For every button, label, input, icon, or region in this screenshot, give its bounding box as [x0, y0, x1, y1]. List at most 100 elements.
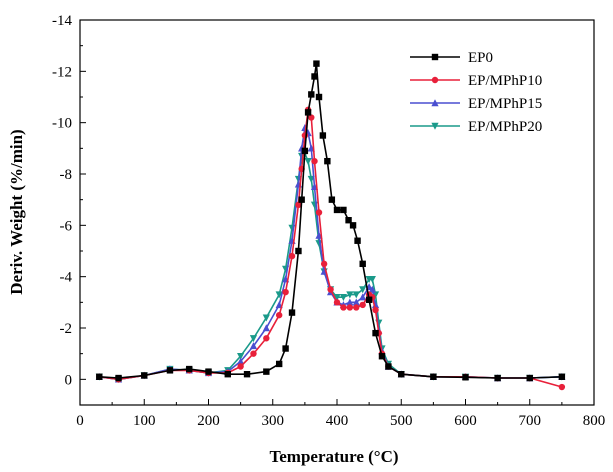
x-tick-label: 100 — [133, 413, 156, 429]
data-point — [288, 252, 296, 260]
data-point — [295, 201, 302, 208]
series-ep0 — [96, 60, 566, 382]
data-point — [243, 371, 251, 378]
data-point — [346, 291, 354, 299]
data-point — [359, 301, 366, 309]
data-point — [353, 304, 360, 311]
axes: 0 100 200 300 400 500 600 700 800 -14 -12 -10 -8 -6 -4… — [52, 13, 605, 429]
data-point — [328, 196, 336, 203]
data-point — [359, 286, 367, 294]
data-point — [324, 157, 331, 165]
y-tick-label: -8 — [60, 167, 73, 183]
x-tick-label: 800 — [583, 413, 606, 429]
data-point — [365, 296, 373, 303]
series-line — [99, 109, 563, 388]
data-point — [315, 240, 323, 248]
data-point — [298, 196, 305, 203]
legend-entry: EP/MPhP20 — [410, 119, 542, 135]
data-point — [494, 374, 501, 382]
y-tick-label: 0 — [65, 372, 73, 388]
data-point — [308, 91, 315, 98]
y-tick-label: -10 — [52, 116, 72, 132]
data-point — [249, 342, 258, 350]
data-point — [339, 294, 348, 301]
legend-label: EP0 — [468, 50, 493, 66]
data-point — [262, 314, 270, 322]
data-point — [333, 294, 341, 301]
legend-marker — [431, 99, 439, 107]
y-tick-label: -4 — [60, 270, 73, 286]
legend-entry: EP/MPhP15 — [410, 96, 542, 112]
x-axis-title: Temperature (°C) — [269, 447, 398, 466]
data-point — [346, 304, 354, 311]
data-point — [359, 293, 367, 301]
legend-label: EP/MPhP15 — [468, 96, 542, 112]
y-tick-label: -6 — [60, 218, 73, 234]
legend-marker — [431, 76, 439, 84]
plot-area — [95, 60, 566, 391]
legend-label: EP/MPhP10 — [468, 73, 542, 89]
data-point — [308, 114, 315, 121]
y-tick-label: -12 — [52, 64, 72, 80]
data-point — [558, 383, 566, 391]
data-point — [304, 109, 312, 116]
legend-entry: EP0 — [410, 50, 493, 66]
data-point — [359, 260, 366, 268]
data-point — [371, 301, 380, 309]
legend-marker — [431, 122, 439, 130]
data-point — [263, 368, 270, 375]
data-point — [333, 299, 341, 306]
data-point — [372, 329, 379, 337]
series-ep-mphp10 — [96, 106, 566, 391]
data-point — [354, 237, 361, 244]
data-point — [275, 291, 283, 299]
data-point — [372, 306, 379, 314]
data-point — [301, 147, 309, 155]
data-point — [115, 374, 122, 382]
x-tick-label: 600 — [454, 413, 477, 429]
data-point — [368, 276, 376, 284]
data-point — [263, 335, 270, 342]
data-point — [327, 286, 334, 293]
x-tick-label: 300 — [262, 413, 285, 429]
data-point — [346, 298, 354, 306]
data-point — [237, 353, 245, 361]
series-ep-mphp15 — [95, 124, 566, 383]
x-tick-label: 400 — [326, 413, 349, 429]
data-point — [558, 373, 566, 380]
data-point — [250, 350, 257, 357]
data-point — [224, 371, 231, 378]
data-point — [315, 93, 323, 101]
data-point — [237, 357, 245, 365]
data-point — [352, 298, 360, 306]
data-point — [288, 309, 296, 316]
data-point — [282, 345, 289, 352]
data-point — [368, 285, 376, 293]
data-point — [319, 132, 327, 139]
data-point — [462, 374, 469, 381]
data-point — [430, 373, 437, 380]
data-point — [320, 260, 328, 268]
data-point — [186, 365, 193, 373]
data-point — [237, 363, 244, 370]
data-point — [96, 373, 103, 380]
data-point — [311, 73, 318, 80]
y-axis-title: Deriv. Weight (%/min) — [7, 129, 26, 294]
data-point — [340, 206, 347, 214]
data-point — [340, 304, 347, 311]
x-tick-label: 200 — [197, 413, 220, 429]
legend-entry: EP/MPhP10 — [410, 73, 542, 89]
legend-marker — [431, 53, 439, 61]
data-point — [349, 222, 357, 229]
legend-label: EP/MPhP20 — [468, 119, 542, 135]
data-point — [352, 291, 360, 299]
data-point — [249, 335, 258, 343]
data-point — [313, 60, 320, 67]
x-tick-label: 0 — [76, 413, 84, 429]
x-tick-label: 700 — [519, 413, 542, 429]
legend: EP0 EP/MPhP10 EP/MPhP15 EP/MPhP20 — [410, 50, 542, 135]
data-point — [333, 206, 341, 214]
data-point — [275, 311, 283, 319]
data-point — [166, 367, 174, 374]
